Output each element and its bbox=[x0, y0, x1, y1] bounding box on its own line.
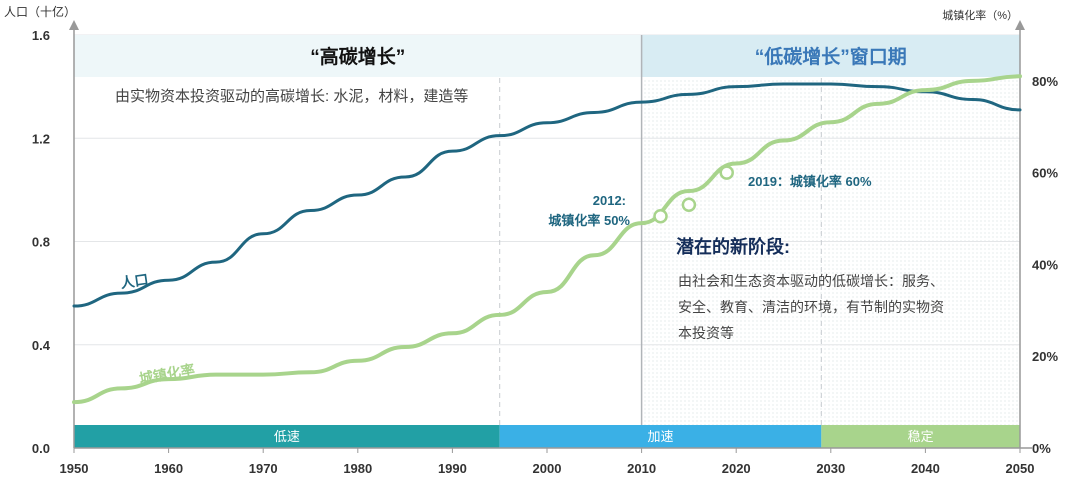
note-2012-year: 2012: bbox=[593, 193, 626, 208]
phase-band bbox=[499, 425, 822, 448]
y-right-tick-label: 20% bbox=[1032, 349, 1058, 364]
x-tick-label: 2050 bbox=[1006, 461, 1035, 476]
urbanization-line bbox=[72, 74, 1022, 405]
y-left-tick-label: 1.6 bbox=[32, 28, 50, 43]
phase-band bbox=[74, 425, 500, 448]
x-tick-label: 2020 bbox=[722, 461, 751, 476]
population-series-label: 人口 bbox=[119, 271, 149, 291]
y-right-tick-label: 60% bbox=[1032, 166, 1058, 181]
urbanization-marker bbox=[681, 197, 697, 213]
x-tick-label: 1980 bbox=[343, 461, 372, 476]
new-stage-desc-line-2: 安全、教育、清洁的环境，有节制的实物资 bbox=[678, 299, 944, 315]
note-2019: 2019：城镇化率 60% bbox=[748, 174, 872, 189]
x-tick-label: 2000 bbox=[533, 461, 562, 476]
phase-label: 加速 bbox=[648, 429, 674, 444]
phase-label: 低速 bbox=[274, 429, 300, 444]
y-left-axis-arrow bbox=[69, 20, 79, 30]
urbanization-marker bbox=[653, 209, 668, 224]
x-tick-label: 1990 bbox=[438, 461, 467, 476]
high-carbon-header bbox=[74, 35, 642, 77]
y-right-axis-label: 城镇化率（%） bbox=[942, 8, 1018, 22]
y-left-tick-label: 0.8 bbox=[32, 235, 50, 250]
y-left-tick-label: 0.0 bbox=[32, 441, 50, 456]
x-tick-label: 2030 bbox=[816, 461, 845, 476]
high-carbon-description: 由实物资本投资驱动的高碳增长: 水泥，材料，建造等 bbox=[115, 87, 468, 105]
note-2012-rate: 城镇化率 50% bbox=[548, 213, 630, 228]
y-right-tick-label: 80% bbox=[1032, 74, 1058, 89]
window-period-shading bbox=[641, 78, 1020, 425]
new-stage-desc-line-3: 本投资等 bbox=[678, 325, 734, 341]
phase-label: 稳定 bbox=[908, 429, 934, 444]
low-carbon-window-header bbox=[641, 35, 1020, 77]
phase-band bbox=[821, 425, 1020, 448]
y-right-tick-label: 40% bbox=[1032, 257, 1058, 272]
x-tick-label: 1970 bbox=[249, 461, 278, 476]
x-tick-label: 2040 bbox=[911, 461, 940, 476]
y-right-axis-arrow bbox=[1015, 20, 1025, 30]
y-right-tick-label: 0% bbox=[1032, 441, 1051, 456]
new-stage-title: 潜在的新阶段: bbox=[676, 236, 790, 257]
y-left-tick-label: 0.4 bbox=[32, 338, 51, 353]
new-stage-desc-line-1: 由社会和生态资本驱动的低碳增长：服务、 bbox=[678, 273, 944, 289]
x-tick-label: 1960 bbox=[154, 461, 183, 476]
x-tick-label: 1950 bbox=[60, 461, 89, 476]
high-carbon-title: “高碳增长” bbox=[310, 45, 405, 68]
urbanization-marker bbox=[719, 165, 734, 180]
low-carbon-window-title: “低碳增长”窗口期 bbox=[755, 45, 907, 68]
y-left-tick-label: 1.2 bbox=[32, 131, 50, 146]
population-line bbox=[72, 82, 1022, 308]
y-left-axis-label: 人口（十亿） bbox=[4, 4, 76, 19]
x-tick-label: 2010 bbox=[627, 461, 656, 476]
